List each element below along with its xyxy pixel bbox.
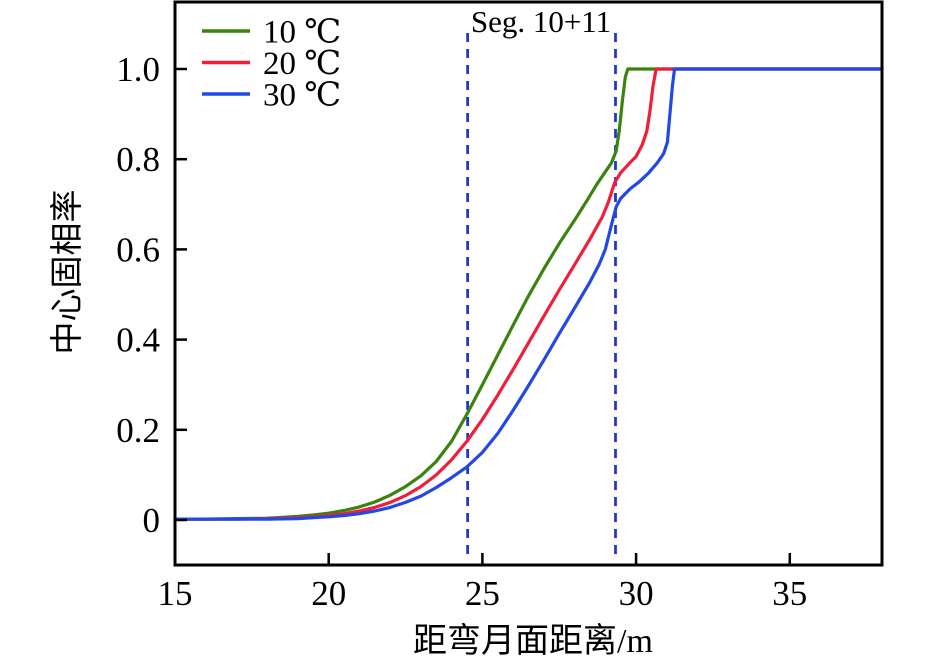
series-line-3-30℃ (173, 67, 884, 521)
x-tick-label: 25 (465, 574, 500, 613)
y-tick-label: 0.4 (116, 321, 160, 360)
legend-label: 20 ℃ (263, 46, 341, 82)
y-tick-label: 0.2 (116, 411, 160, 450)
axis-ticks-group (175, 67, 792, 565)
x-tick-label: 35 (772, 574, 807, 613)
x-axis-title: 距弯月面距离/m (413, 622, 653, 660)
x-tick-label: 30 (619, 574, 654, 613)
y-tick-label: 0.6 (116, 230, 160, 269)
legend-item: 20 ℃ (202, 46, 341, 82)
y-tick-label: 0 (143, 501, 161, 540)
legend-label: 10 ℃ (263, 15, 341, 51)
y-axis-title: 中心固相率 (49, 190, 86, 355)
plot-frame (173, 0, 884, 567)
dashed-vlines-group (466, 33, 617, 557)
segment-annotation-label: Seg. 10+11 (471, 4, 611, 39)
y-tick-label: 0.8 (116, 140, 160, 179)
series-line-2-20℃ (173, 67, 884, 521)
y-tick-label: 1.0 (116, 50, 160, 89)
series-curves-group (173, 67, 884, 521)
tick-labels-group: 15 20 25 30 35 0 0.2 0.4 0.6 0.8 1.0 (116, 50, 807, 613)
legend-item: 30 ℃ (202, 78, 341, 114)
legend-label: 30 ℃ (263, 78, 341, 114)
legend: 10 ℃20 ℃30 ℃ (202, 15, 341, 114)
x-tick-label: 20 (311, 574, 346, 613)
series-line-1-10℃ (173, 67, 884, 521)
legend-item: 10 ℃ (202, 15, 341, 51)
x-tick-label: 15 (158, 574, 193, 613)
